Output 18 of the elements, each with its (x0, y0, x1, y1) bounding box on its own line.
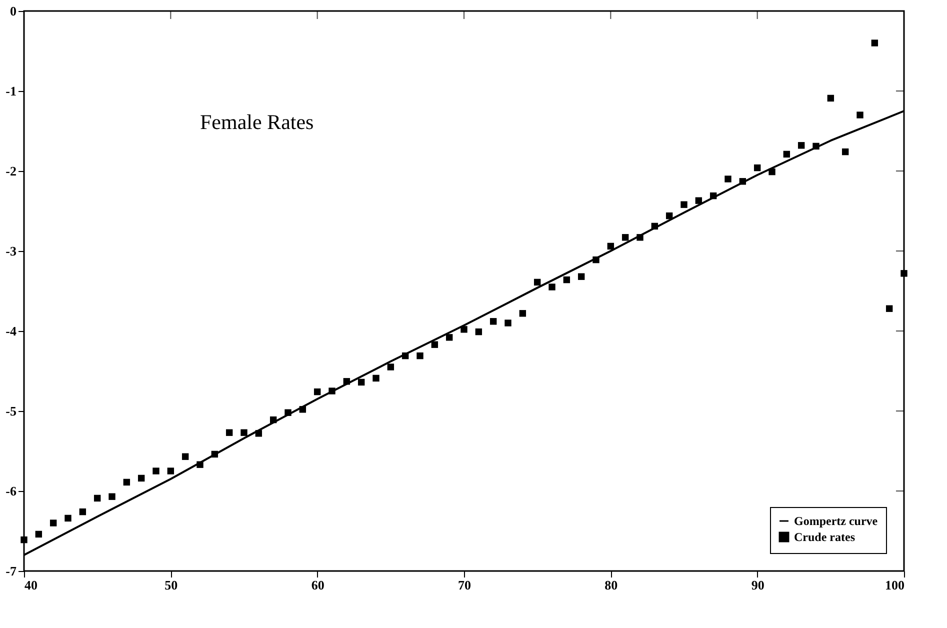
legend-label: Gompertz curve (794, 514, 878, 528)
legend-label: Crude rates (794, 530, 856, 544)
y-tick-label: -5 (6, 404, 17, 418)
y-tick-label: -2 (6, 164, 16, 178)
y-tick-label: 0 (10, 4, 16, 18)
y-tick-label: -7 (6, 564, 17, 578)
x-tick-label: 80 (604, 578, 618, 592)
annotation: Female Rates (200, 110, 314, 134)
x-tick-label: 40 (24, 578, 38, 592)
x-tick-label: 90 (751, 578, 764, 592)
x-tick-label: 70 (458, 578, 471, 592)
y-tick-label: -6 (6, 484, 17, 498)
y-tick-label: -3 (6, 244, 17, 258)
x-tick-label: 50 (164, 578, 178, 592)
x-tick-label: 60 (311, 578, 324, 592)
y-tick-label: -4 (6, 324, 17, 338)
x-tick-label: 100 (885, 578, 904, 592)
y-tick-label: -1 (6, 84, 16, 98)
